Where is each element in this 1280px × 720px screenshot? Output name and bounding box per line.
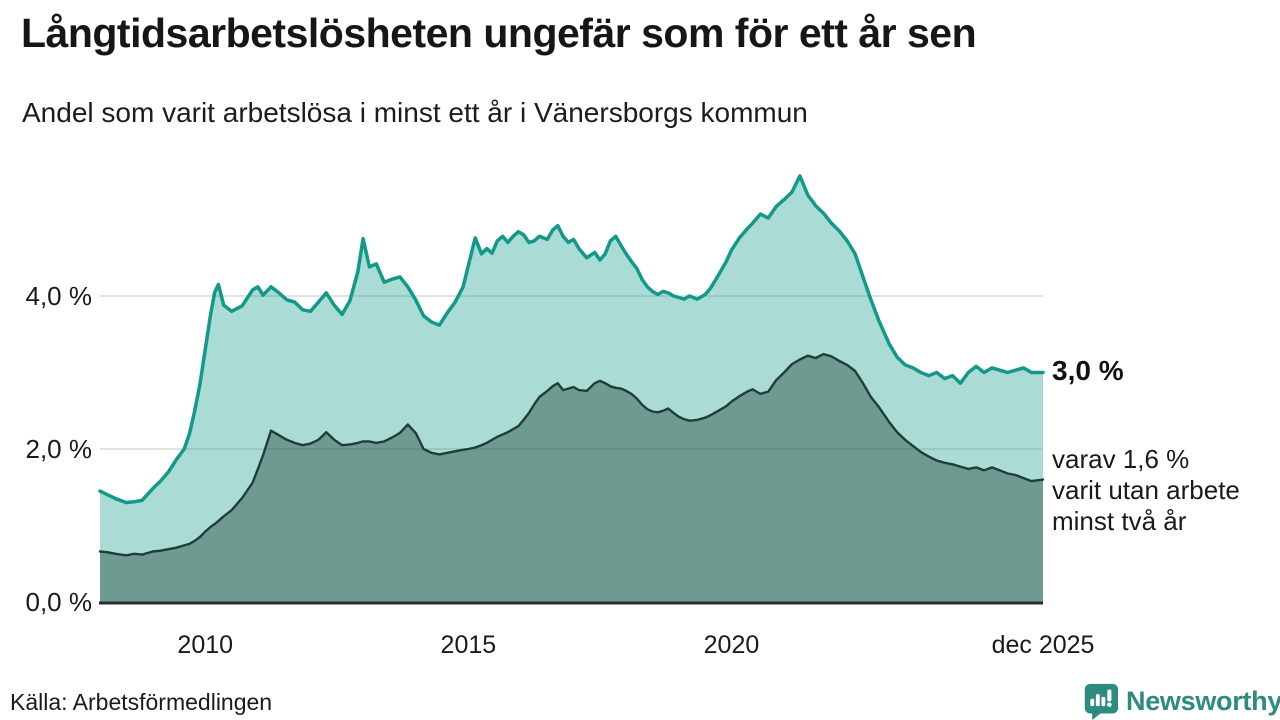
bar-chart-bar-3 <box>1101 696 1106 707</box>
annotation-line: varit utan arbete <box>1052 475 1240 505</box>
x-tick-label: 2010 <box>177 631 234 659</box>
brand-name: Newsworthy <box>1126 685 1280 716</box>
bar-chart-bar-1 <box>1090 698 1095 707</box>
exclamation-dot <box>1107 702 1112 707</box>
series-end-value-label: 3,0 % <box>1052 354 1124 386</box>
line-unemployed-one-year <box>98 174 1045 505</box>
bar-chart-bar-2 <box>1095 694 1100 707</box>
annotation-line: minst två år <box>1052 506 1187 536</box>
newsworthy-logo: Newsworthy <box>1082 682 1280 720</box>
line-unemployed-two-years <box>98 352 1045 557</box>
x-tick-label: dec 2025 <box>991 631 1095 659</box>
x-tick-label: 2015 <box>440 631 497 659</box>
page-title: Långtidsarbetslösheten ungefär som för e… <box>21 10 977 56</box>
series-end-sub-annotation: varav 1,6 % varit utan arbete minst två år <box>1052 444 1240 537</box>
y-tick-label: 4,0 % <box>25 281 93 311</box>
newsworthy-bubble-icon <box>1084 683 1119 720</box>
x-tick-label: 2020 <box>703 631 760 659</box>
exclamation-bar <box>1107 689 1112 702</box>
source-note: Källa: Arbetsförmedlingen <box>10 689 273 715</box>
y-tick-label: 2,0 % <box>25 434 93 464</box>
area-unemployed-two-years <box>100 354 1043 602</box>
annotation-line: varav 1,6 % <box>1052 444 1190 474</box>
page-subtitle: Andel som varit arbetslösa i minst ett å… <box>22 97 808 128</box>
y-tick-label: 0,0 % <box>25 587 93 617</box>
